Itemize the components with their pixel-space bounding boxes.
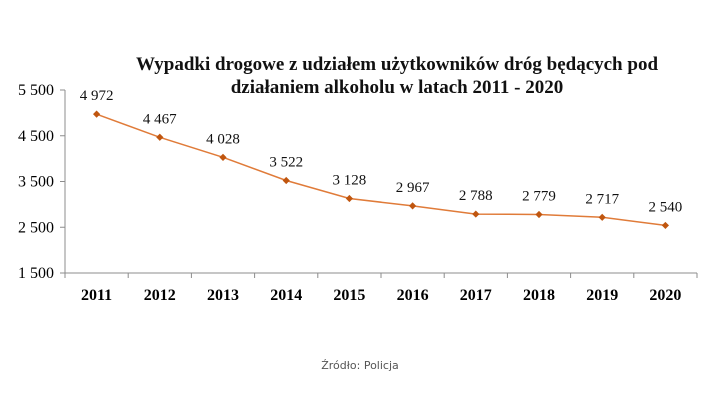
data-label: 4 467 [143,111,177,127]
data-label: 2 540 [649,199,683,215]
y-tick-label: 4 500 [18,128,54,145]
line-chart: Wypadki drogowe z udziałem użytkowników … [18,54,698,304]
data-point [345,194,353,203]
series-line [96,113,666,227]
data-point [661,221,669,230]
data-point [156,133,164,141]
data-label: 2 779 [522,188,556,204]
data-label: 2 788 [459,188,493,204]
data-point [409,202,417,210]
x-tick-label: 2018 [523,287,555,304]
chart-title-line-2: działaniem alkoholu w latach 2011 - 2020 [231,77,564,98]
data-label: 3 522 [269,154,303,170]
x-tick-label: 2011 [81,287,112,304]
chart-title-line-1: Wypadki drogowe z udziałem użytkowników … [136,54,658,75]
x-tick-label: 2014 [270,287,302,304]
data-label: 4 028 [206,131,240,147]
x-tick-label: 2019 [586,287,618,304]
data-labels: 4 972 4 467 4 028 3 522 3 128 2 967 2 788 2 779… [80,88,683,215]
y-axis-ticks: 1 500 2 500 3 500 4 500 5 500 [18,82,65,282]
x-tick-label: 2020 [649,287,681,304]
source-note: Źródło: Policja [321,359,399,372]
data-point [93,110,101,118]
data-point [535,210,543,219]
data-point [472,210,480,218]
x-tick-label: 2012 [144,287,176,304]
x-tick-label: 2016 [397,287,429,304]
x-tick-label: 2015 [333,287,365,304]
y-tick-label: 1 500 [18,265,54,282]
data-markers [93,110,669,230]
y-tick-label: 3 500 [18,174,54,191]
x-tick-label: 2017 [460,287,492,304]
data-label: 4 972 [80,88,114,104]
x-tick-label: 2013 [207,287,239,304]
data-point [219,153,227,161]
y-tick-label: 2 500 [18,219,54,236]
data-label: 2 717 [585,191,619,207]
data-point [598,213,606,221]
data-label: 2 967 [396,180,430,196]
x-axis-ticks: 2011 2012 2013 2014 2015 2016 2017 2018 2019 2020 [64,273,698,304]
y-tick-label: 5 500 [18,82,54,99]
data-label: 3 128 [333,173,367,189]
data-point [282,176,290,185]
